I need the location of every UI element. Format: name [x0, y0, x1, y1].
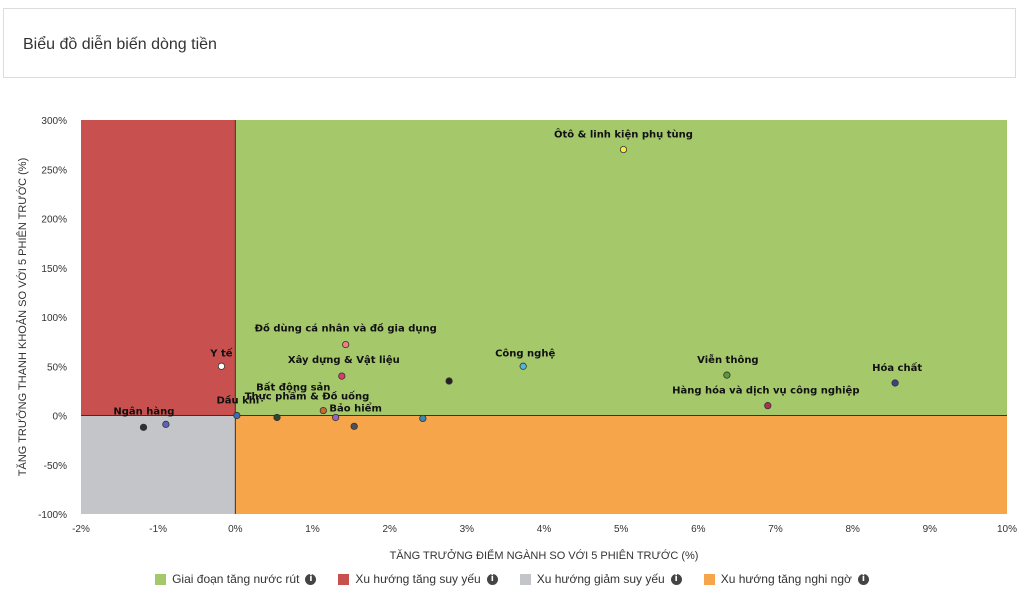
data-point — [233, 411, 241, 420]
legend-item-doubtful-uptrend[interactable]: Xu hướng tăng nghi ngờ i — [703, 572, 869, 586]
legend-swatch — [155, 573, 167, 585]
data-point — [445, 377, 453, 385]
data-point — [319, 406, 327, 415]
data-point — [332, 413, 340, 422]
legend-swatch — [338, 573, 350, 585]
x-tick-label: 3% — [460, 524, 475, 535]
info-icon[interactable]: i — [670, 573, 682, 585]
data-point-label: Xây dựng & Vật liệu — [288, 354, 400, 366]
info-icon[interactable]: i — [305, 573, 317, 585]
y-tick-label: 100% — [41, 313, 67, 324]
x-tick-label: -1% — [149, 524, 167, 535]
data-point — [162, 420, 170, 428]
y-tick-label: 150% — [41, 264, 67, 275]
y-axis-label: TĂNG TRƯỞNG THANH KHOẢN SO VỚI 5 PHIÊN T… — [16, 158, 29, 476]
legend-item-accelerating-growth[interactable]: Giai đoạn tăng nước rút i — [155, 572, 317, 586]
y-tick-label: -100% — [38, 510, 67, 521]
legend-item-weakening-downtrend[interactable]: Xu hướng giảm suy yếu i — [519, 572, 682, 586]
x-tick-label: 1% — [305, 524, 320, 535]
quadrant-doubtful-uptrend — [235, 415, 1008, 514]
y-tick-label: 250% — [41, 165, 67, 176]
x-axis-label: TĂNG TRƯỞNG ĐIỂM NGÀNH SO VỚI 5 PHIÊN TR… — [390, 549, 699, 562]
data-point-label: Bất động sản — [256, 381, 330, 394]
x-tick-label: 7% — [768, 524, 783, 535]
data-point — [273, 413, 281, 422]
legend-label: Xu hướng giảm suy yếu — [536, 572, 665, 586]
data-point-label: Dầu khí — [216, 395, 259, 407]
x-tick-label: -2% — [72, 524, 90, 535]
data-point-label: Y tế — [209, 346, 233, 359]
x-tick-label: 9% — [923, 524, 938, 535]
legend-label: Xu hướng tăng nghi ngờ — [720, 572, 852, 586]
quadrant-accelerating-growth — [235, 120, 1008, 416]
x-tick-label: 0% — [228, 524, 243, 535]
data-point-label: Đồ dùng cá nhân và đồ gia dụng — [255, 322, 437, 335]
data-point — [519, 362, 527, 370]
info-icon[interactable]: i — [857, 573, 869, 585]
legend-swatch — [703, 573, 715, 585]
quadrant-weakening-uptrend — [81, 120, 236, 416]
legend-label: Giai đoạn tăng nước rút — [172, 572, 300, 586]
x-tick-label: 8% — [845, 524, 860, 535]
cashflow-scatter-chart: 300% 250% 200% 150% 100% 50% 0% -50% -100% -2% -1%… — [16, 116, 1017, 562]
data-point — [619, 145, 628, 154]
data-point — [764, 402, 772, 410]
info-icon[interactable]: i — [486, 573, 498, 585]
data-point — [891, 379, 899, 387]
x-tick-label: 10% — [997, 524, 1017, 535]
data-point-label: Hàng hóa và dịch vụ công nghiệp — [672, 385, 859, 397]
data-point — [342, 340, 350, 349]
x-tick-label: 2% — [382, 524, 397, 535]
data-point-label: Hóa chất — [872, 361, 922, 374]
y-tick-label: -50% — [44, 461, 67, 472]
data-point-label: Viễn thông — [697, 353, 758, 366]
legend-label: Xu hướng tăng suy yếu — [355, 572, 481, 586]
chart-header-card: Biểu đồ diễn biến dòng tiền — [3, 8, 1016, 78]
x-tick-label: 4% — [537, 524, 552, 535]
y-tick-label: 50% — [47, 362, 67, 373]
data-point — [139, 423, 148, 431]
data-point — [217, 362, 226, 370]
legend-swatch — [519, 573, 531, 585]
page-title: Biểu đồ diễn biến dòng tiền — [23, 36, 217, 53]
data-point-label: Ôtô & linh kiện phụ tùng — [554, 128, 693, 141]
legend-item-weakening-uptrend[interactable]: Xu hướng tăng suy yếu i — [338, 572, 498, 586]
y-tick-label: 200% — [41, 215, 67, 226]
data-point-label: Công nghệ — [495, 347, 555, 359]
chart-legend: Giai đoạn tăng nước rút i Xu hướng tăng … — [0, 569, 1024, 589]
y-tick-label: 0% — [53, 412, 68, 423]
x-tick-label: 6% — [691, 524, 706, 535]
data-point — [723, 371, 731, 379]
data-point — [419, 414, 427, 423]
quadrant-weakening-downtrend — [81, 415, 236, 514]
data-point — [350, 422, 358, 430]
data-point — [338, 372, 346, 380]
data-point-label: Ngân hàng — [113, 405, 174, 417]
y-tick-label: 300% — [41, 116, 67, 127]
data-point-label: Bảo hiểm — [329, 401, 381, 414]
x-tick-label: 5% — [614, 524, 629, 535]
data-point-label: Thực phẩm & Đồ uống — [245, 389, 370, 402]
